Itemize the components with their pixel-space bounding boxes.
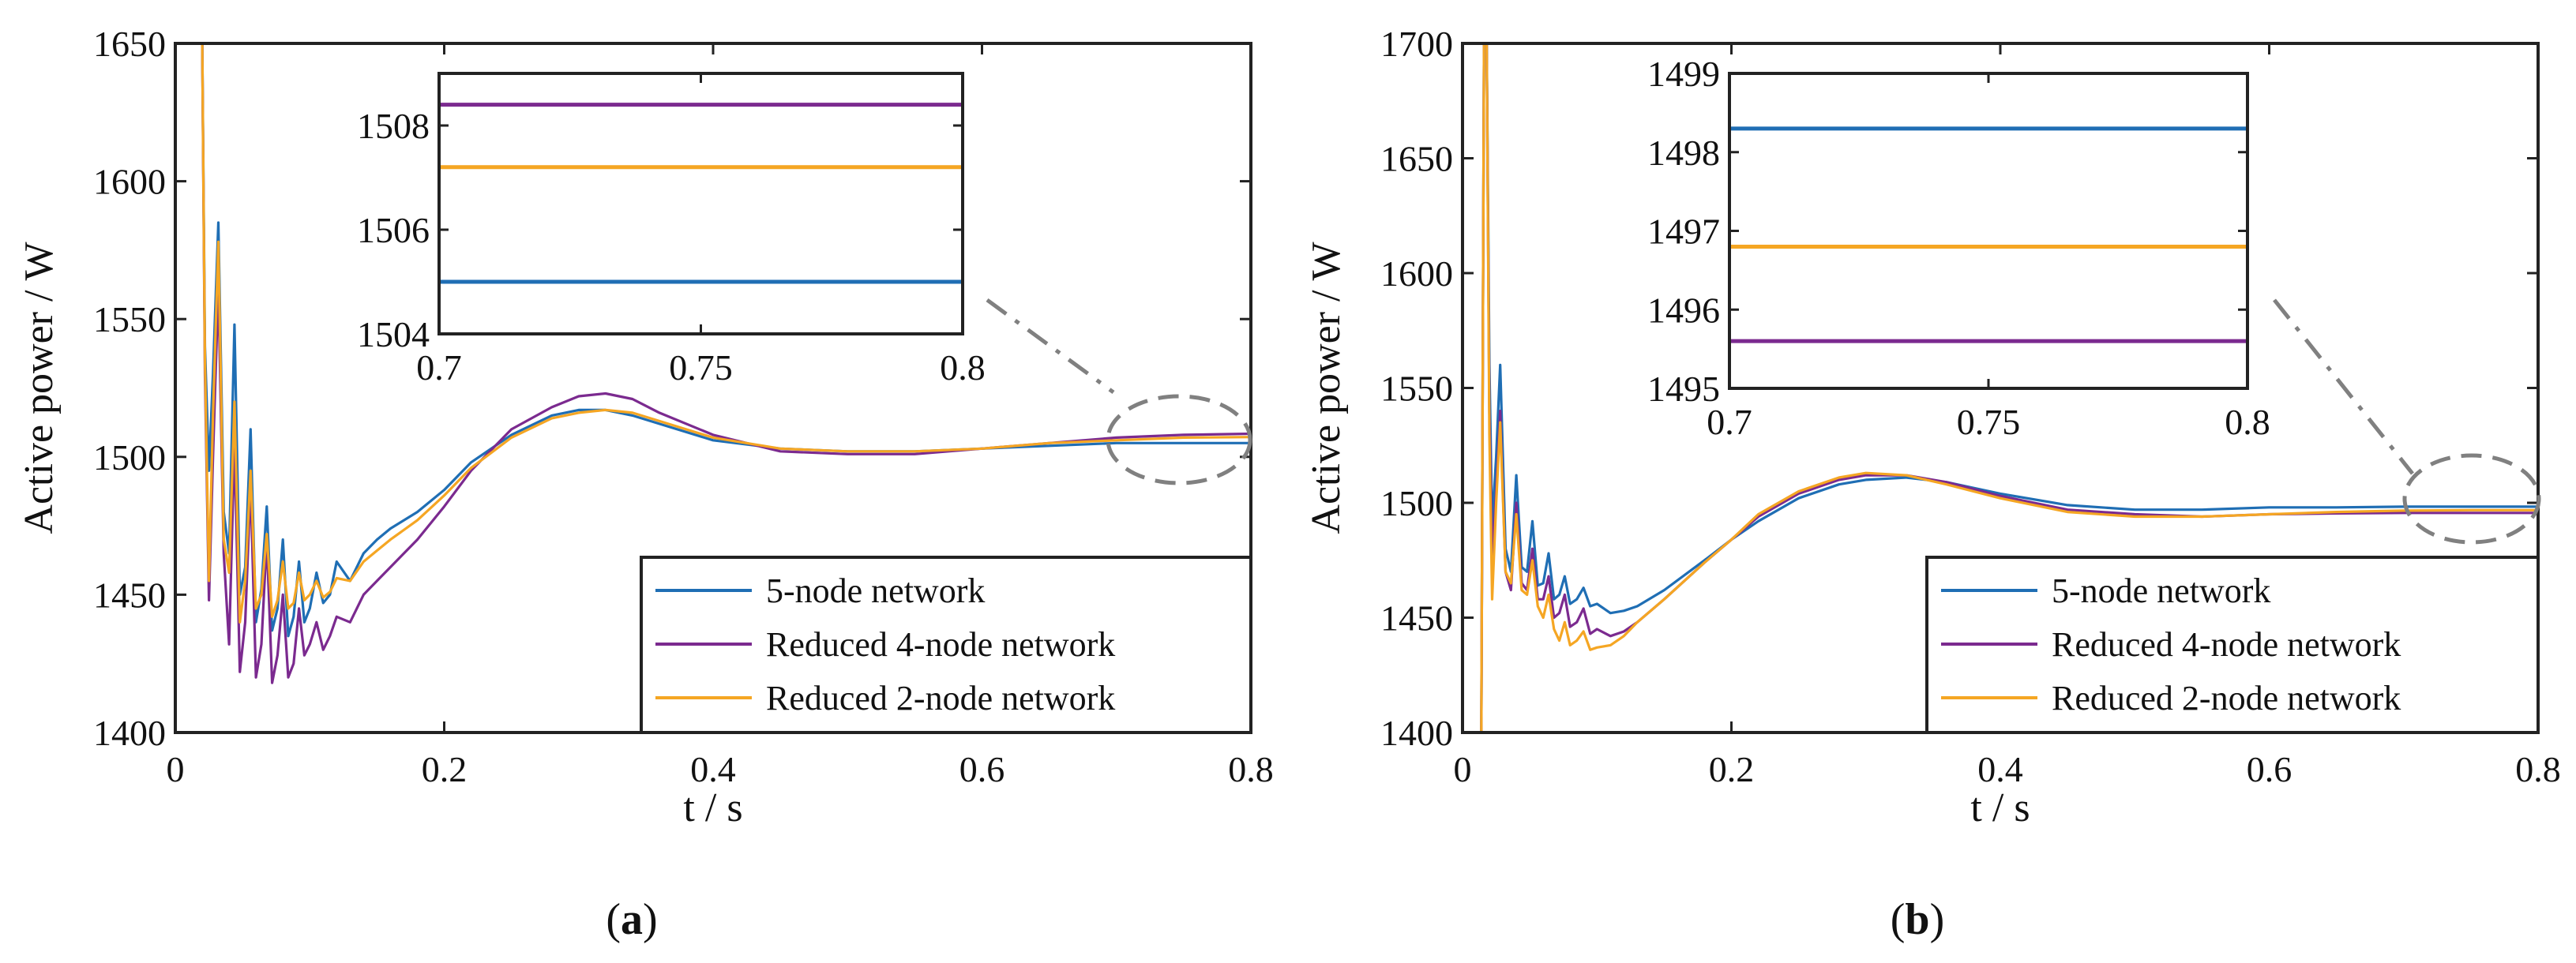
legend-label-3: Reduced 2-node network <box>2052 679 2401 718</box>
inset-y-tick-label: 1508 <box>357 106 430 146</box>
y-tick-label: 1500 <box>93 437 166 478</box>
y-tick-label: 1550 <box>1380 369 1453 409</box>
legend-label-2: Reduced 4-node network <box>2052 625 2401 664</box>
x-axis-label: t / s <box>683 785 742 830</box>
inset-chart: 0.7 0.75 0.8 1495 1496 1497 1498 1499 <box>1647 54 2270 442</box>
chart-panel-b: 0 0.2 0.4 0.6 0.8 1400 1450 1500 1550 1600 1650 170… <box>1304 24 2561 944</box>
inset-y-tick-label: 1495 <box>1647 369 1720 409</box>
y-tick-label: 1600 <box>93 162 166 202</box>
zoom-connector-line <box>986 298 1115 395</box>
x-tick-label: 0.8 <box>1228 749 1274 789</box>
y-tick-label: 1400 <box>1380 713 1453 753</box>
series-lines <box>201 43 1251 684</box>
inset-y-tick-label: 1504 <box>357 314 430 354</box>
legend-label-1: 5-node network <box>766 571 985 610</box>
inset-y-tick-label: 1497 <box>1647 212 1720 252</box>
inset-x-tick-label: 0.8 <box>940 347 986 388</box>
y-tick-label: 1700 <box>1380 24 1453 64</box>
panel-label-close: ) <box>643 895 658 944</box>
y-tick-label: 1550 <box>93 299 166 339</box>
y-axis-label: Active power / W <box>1304 242 1349 534</box>
y-tick-label: 1450 <box>1380 598 1453 639</box>
inset-x-tick-label: 0.8 <box>2225 402 2270 442</box>
inset-y-tick-label: 1496 <box>1647 290 1720 330</box>
legend: 5-node network Reduced 4-node network Redu… <box>640 556 1252 734</box>
inset-background <box>1729 73 2247 388</box>
series-lines <box>1480 43 2538 733</box>
inset-x-tick-label: 0.7 <box>1707 402 1752 442</box>
inset-x-tick-label: 0.7 <box>416 347 462 388</box>
x-tick-label: 0.8 <box>2515 749 2561 789</box>
x-tick-label: 0.4 <box>1977 749 2023 789</box>
panel-label-open: ( <box>606 895 621 944</box>
x-tick-label: 0 <box>167 749 185 789</box>
x-axis-label: t / s <box>1970 785 2030 830</box>
inset-y-tick-label: 1499 <box>1647 54 1720 94</box>
inset-y-tick-label: 1498 <box>1647 133 1720 173</box>
panel-label-close: ) <box>1930 895 1945 944</box>
x-tick-label: 0.2 <box>422 749 468 789</box>
series-line-1 <box>1480 43 2538 733</box>
y-tick-label: 1650 <box>1380 139 1453 179</box>
inset-x-tick-label: 0.75 <box>1957 402 2021 442</box>
zoom-region-ellipse <box>1106 394 1252 485</box>
legend: 5-node network Reduced 4-node network Redu… <box>1925 556 2540 734</box>
series-line-2 <box>201 43 1251 684</box>
x-tick-label: 0.2 <box>1709 749 1755 789</box>
panel-label: (b) <box>1891 895 1944 944</box>
inset-y-tick-label: 1506 <box>357 210 430 250</box>
y-tick-label: 1400 <box>93 713 166 753</box>
y-tick-label: 1650 <box>93 24 166 64</box>
y-tick-label: 1450 <box>93 575 166 615</box>
series-line-3 <box>1480 43 2538 733</box>
panel-label: (a) <box>606 895 657 944</box>
inset-chart: 0.7 0.75 0.8 1504 1506 1508 <box>357 72 986 388</box>
x-tick-label: 0.6 <box>2247 749 2292 789</box>
x-tick-label: 0 <box>1454 749 1472 789</box>
legend-label-1: 5-node network <box>2052 571 2270 610</box>
panel-label-letter: b <box>1905 895 1929 944</box>
panel-label-letter: a <box>621 895 643 944</box>
zoom-connector-line <box>2273 298 2414 475</box>
inset-background <box>439 73 963 334</box>
inset-x-tick-label: 0.75 <box>669 347 733 388</box>
x-tick-label: 0.6 <box>959 749 1005 789</box>
x-tick-label: 0.4 <box>690 749 736 789</box>
y-tick-label: 1600 <box>1380 253 1453 294</box>
y-axis-label: Active power / W <box>17 242 62 534</box>
legend-label-3: Reduced 2-node network <box>766 679 1115 718</box>
series-line-3 <box>201 43 1251 624</box>
chart-panel-a: 0 0.2 0.4 0.6 0.8 1400 1450 1500 1550 1600 1650 t /… <box>17 24 1274 944</box>
y-tick-label: 1500 <box>1380 483 1453 523</box>
legend-label-2: Reduced 4-node network <box>766 625 1115 664</box>
panel-label-open: ( <box>1891 895 1906 944</box>
zoom-region-ellipse <box>2402 453 2541 545</box>
